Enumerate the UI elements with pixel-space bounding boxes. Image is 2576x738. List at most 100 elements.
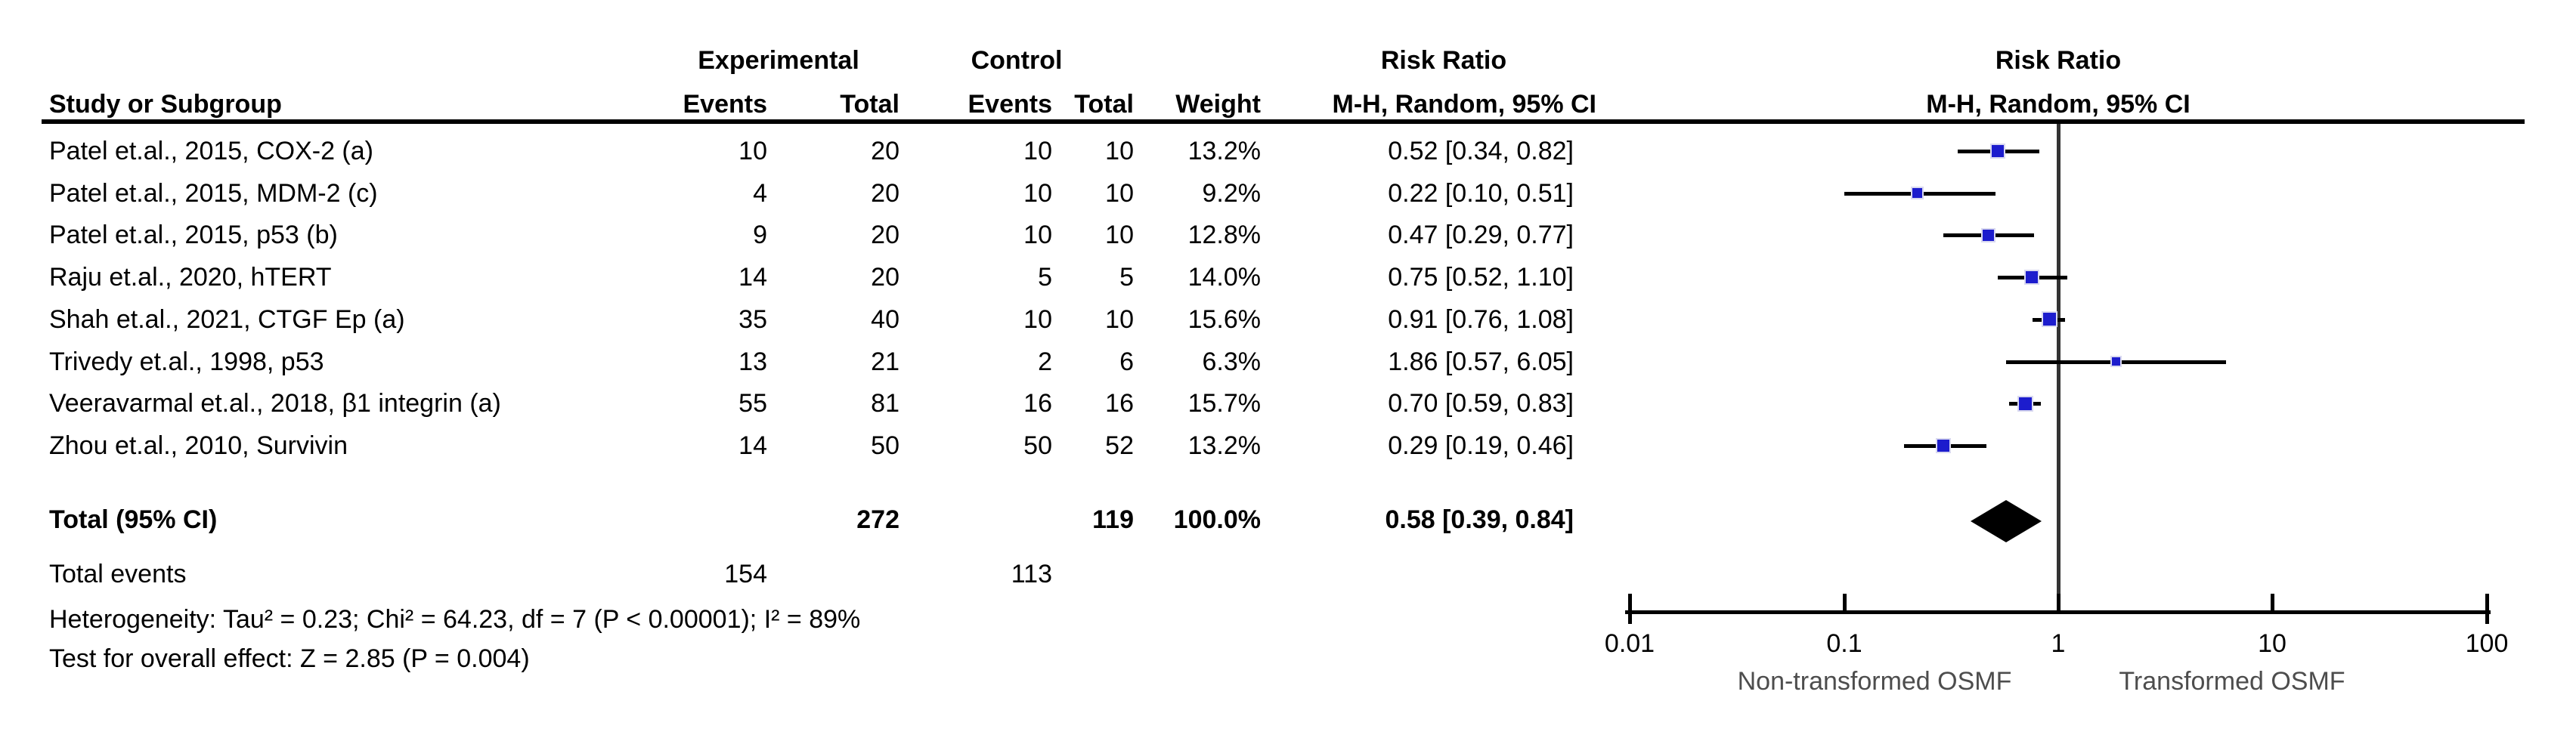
header-group-experimental: Experimental bbox=[698, 46, 859, 75]
effect-marker bbox=[1981, 228, 1995, 242]
effect-marker bbox=[1911, 187, 1924, 199]
ctrl-events-cell: 16 bbox=[1023, 389, 1052, 418]
heterogeneity-stats: Heterogeneity: Tau² = 0.23; Chi² = 64.23… bbox=[49, 605, 861, 634]
exp-events-cell: 14 bbox=[738, 263, 767, 292]
ctrl-total-cell: 6 bbox=[1119, 347, 1134, 376]
exp-total-cell: 20 bbox=[871, 221, 899, 249]
rr-ci-cell: 0.52 [0.34, 0.82] bbox=[1388, 137, 1574, 165]
exp-events-cell: 13 bbox=[738, 347, 767, 376]
study-name: Patel et.al., 2015, MDM-2 (c) bbox=[49, 179, 378, 208]
ctrl-total-cell: 10 bbox=[1105, 305, 1134, 334]
axis-tick-label: 10 bbox=[2258, 629, 2287, 658]
header-effect-method: M-H, Random, 95% CI bbox=[1332, 90, 1596, 119]
study-name: Trivedy et.al., 1998, p53 bbox=[49, 347, 324, 376]
exp-events-cell: 14 bbox=[738, 431, 767, 460]
header-ctrl-events: Events bbox=[968, 90, 1053, 119]
axis-tick bbox=[2271, 594, 2274, 614]
rr-ci-cell: 0.70 [0.59, 0.83] bbox=[1388, 389, 1574, 418]
exp-events-cell: 10 bbox=[738, 137, 767, 165]
study-name: Zhou et.al., 2010, Survivin bbox=[49, 431, 348, 460]
header-study: Study or Subgroup bbox=[49, 90, 282, 119]
total-rr-ci: 0.58 [0.39, 0.84] bbox=[1385, 505, 1574, 534]
effect-marker bbox=[1990, 144, 2005, 159]
overall-effect-test: Test for overall effect: Z = 2.85 (P = 0… bbox=[49, 644, 530, 673]
axis-caption-right: Transformed OSMF bbox=[2119, 667, 2345, 696]
axis-caption-left: Non-transformed OSMF bbox=[1737, 667, 2012, 696]
header-exp-total: Total bbox=[840, 90, 899, 119]
header-plot-method: M-H, Random, 95% CI bbox=[1926, 90, 2191, 119]
ctrl-total-cell: 16 bbox=[1105, 389, 1134, 418]
total-row-label: Total (95% CI) bbox=[49, 505, 218, 534]
axis-tick-label: 0.1 bbox=[1826, 629, 1862, 658]
exp-total-cell: 40 bbox=[871, 305, 899, 334]
ctrl-events-cell: 10 bbox=[1023, 137, 1052, 165]
weight-cell: 14.0% bbox=[1187, 263, 1261, 292]
total-events-exp: 154 bbox=[724, 560, 767, 588]
ctrl-total-cell: 10 bbox=[1105, 137, 1134, 165]
effect-marker bbox=[2017, 396, 2033, 412]
ctrl-total-cell: 5 bbox=[1119, 263, 1134, 292]
study-name: Patel et.al., 2015, COX-2 (a) bbox=[49, 137, 373, 165]
rr-ci-cell: 0.91 [0.76, 1.08] bbox=[1388, 305, 1574, 334]
null-effect-line bbox=[2057, 124, 2060, 612]
ctrl-events-cell: 50 bbox=[1023, 431, 1052, 460]
header-plot-title: Risk Ratio bbox=[1995, 46, 2122, 75]
total-events-ctrl: 113 bbox=[1011, 560, 1052, 588]
total-weight: 100.0% bbox=[1173, 505, 1261, 534]
ctrl-events-cell: 10 bbox=[1023, 305, 1052, 334]
rr-ci-cell: 0.47 [0.29, 0.77] bbox=[1388, 221, 1574, 249]
ctrl-total-cell: 10 bbox=[1105, 221, 1134, 249]
exp-events-cell: 4 bbox=[753, 179, 767, 208]
axis-tick bbox=[1843, 594, 1847, 614]
header-ctrl-total: Total bbox=[1074, 90, 1134, 119]
effect-marker bbox=[2024, 270, 2039, 285]
study-name: Shah et.al., 2021, CTGF Ep (a) bbox=[49, 305, 405, 334]
weight-cell: 9.2% bbox=[1202, 179, 1262, 208]
axis-tick-label: 0.01 bbox=[1604, 629, 1655, 658]
exp-total-cell: 81 bbox=[871, 389, 899, 418]
weight-cell: 15.6% bbox=[1187, 305, 1261, 334]
ctrl-total-cell: 10 bbox=[1105, 179, 1134, 208]
study-name: Raju et.al., 2020, hTERT bbox=[49, 263, 332, 292]
effect-marker bbox=[2110, 356, 2122, 367]
rr-ci-cell: 0.29 [0.19, 0.46] bbox=[1388, 431, 1574, 460]
exp-events-cell: 55 bbox=[738, 389, 767, 418]
ctrl-events-cell: 10 bbox=[1023, 179, 1052, 208]
effect-marker bbox=[2042, 311, 2057, 327]
summary-diamond bbox=[1971, 500, 2042, 542]
exp-total-cell: 20 bbox=[871, 263, 899, 292]
exp-total-cell: 20 bbox=[871, 137, 899, 165]
total-exp-total: 272 bbox=[856, 505, 899, 534]
axis-tick-label: 1 bbox=[2051, 629, 2066, 658]
header-divider bbox=[42, 119, 2525, 124]
total-ctrl-total: 119 bbox=[1092, 505, 1134, 534]
exp-total-cell: 50 bbox=[871, 431, 899, 460]
ctrl-events-cell: 2 bbox=[1038, 347, 1052, 376]
weight-cell: 13.2% bbox=[1187, 137, 1261, 165]
ctrl-total-cell: 52 bbox=[1105, 431, 1134, 460]
header-exp-events: Events bbox=[683, 90, 768, 119]
exp-events-cell: 9 bbox=[753, 221, 767, 249]
exp-total-cell: 20 bbox=[871, 179, 899, 208]
axis-tick bbox=[2485, 594, 2489, 624]
exp-total-cell: 21 bbox=[871, 347, 899, 376]
weight-cell: 13.2% bbox=[1187, 431, 1261, 460]
rr-ci-cell: 0.75 [0.52, 1.10] bbox=[1388, 263, 1574, 292]
study-name: Patel et.al., 2015, p53 (b) bbox=[49, 221, 338, 249]
axis-tick-label: 100 bbox=[2465, 629, 2509, 658]
ctrl-events-cell: 5 bbox=[1038, 263, 1052, 292]
exp-events-cell: 35 bbox=[738, 305, 767, 334]
axis-tick bbox=[2057, 594, 2060, 614]
weight-cell: 6.3% bbox=[1202, 347, 1262, 376]
axis-tick bbox=[1628, 594, 1632, 624]
study-name: Veeravarmal et.al., 2018, β1 integrin (a… bbox=[49, 389, 501, 418]
weight-cell: 12.8% bbox=[1187, 221, 1261, 249]
rr-ci-cell: 0.22 [0.10, 0.51] bbox=[1388, 179, 1574, 208]
total-events-label: Total events bbox=[49, 560, 187, 588]
header-weight: Weight bbox=[1175, 90, 1261, 119]
header-effect-title: Risk Ratio bbox=[1380, 46, 1507, 75]
header-group-control: Control bbox=[971, 46, 1063, 75]
ctrl-events-cell: 10 bbox=[1023, 221, 1052, 249]
weight-cell: 15.7% bbox=[1187, 389, 1261, 418]
